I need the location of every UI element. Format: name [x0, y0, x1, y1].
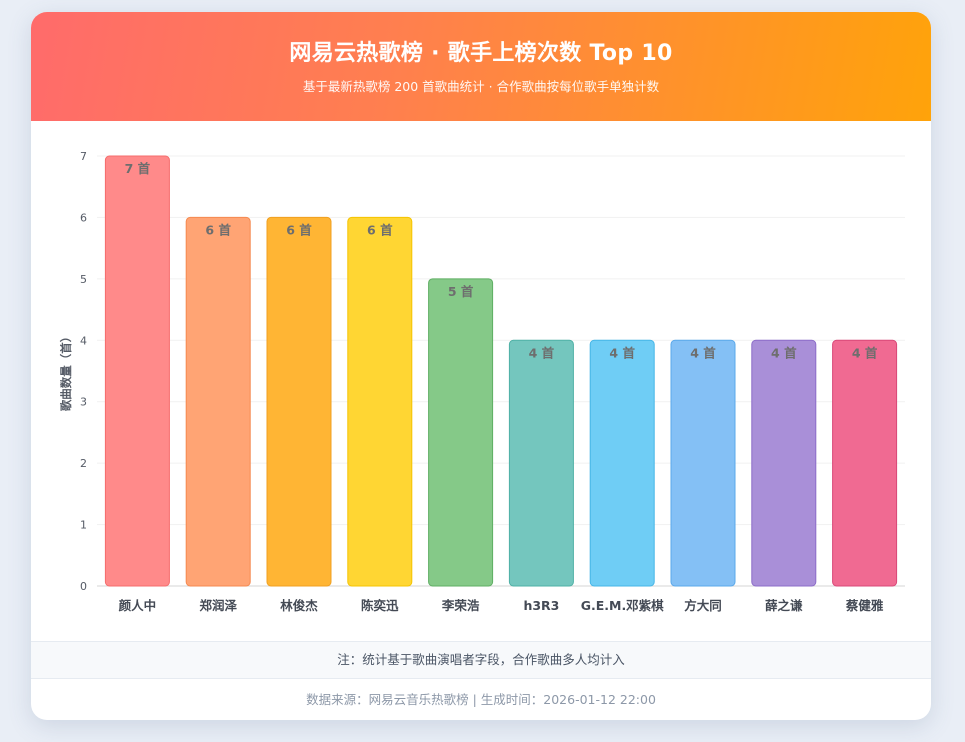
x-tick-label: 薛之谦 [765, 598, 803, 613]
bar-郑润泽 [185, 216, 251, 587]
bar-h3R3 [508, 339, 574, 587]
bar-value-label: 4 首 [529, 345, 555, 360]
x-tick-label: 林俊杰 [280, 598, 318, 613]
bar-value-label: 4 首 [609, 345, 635, 360]
bar-林俊杰 [266, 216, 332, 587]
chart-subtitle: 基于最新热歌榜 200 首歌曲统计 · 合作歌曲按每位歌手单独计数 [302, 79, 660, 94]
y-tick-label-4: 4 [80, 334, 87, 347]
chart-card: 网易云热歌榜 · 歌手上榜次数 Top 10 基于最新热歌榜 200 首歌曲统计… [31, 12, 931, 720]
x-tick-label: h3R3 [523, 598, 559, 613]
y-tick-label-3: 3 [80, 396, 87, 409]
x-tick-label: 方大同 [684, 598, 722, 613]
x-tick-label: 颜人中 [119, 598, 157, 613]
bar-薛之谦 [751, 339, 817, 587]
y-tick-label-5: 5 [80, 273, 87, 286]
bar-value-label: 4 首 [852, 345, 878, 360]
bar-李荣浩 [428, 278, 494, 587]
x-tick-label: G.E.M.邓紫棋 [581, 598, 664, 613]
bar-value-label: 5 首 [448, 284, 474, 299]
chart-header: 网易云热歌榜 · 歌手上榜次数 Top 10 基于最新热歌榜 200 首歌曲统计… [31, 12, 931, 121]
y-tick-label-6: 6 [80, 211, 87, 224]
bar-value-label: 6 首 [367, 222, 393, 237]
bar-value-label: 4 首 [690, 345, 716, 360]
bar-陈奕迅 [347, 216, 413, 587]
y-tick-label-7: 7 [80, 150, 87, 163]
x-tick-label: 蔡健雅 [845, 598, 884, 613]
chart-title: 网易云热歌榜 · 歌手上榜次数 Top 10 [289, 41, 673, 66]
y-tick-label-2: 2 [80, 457, 87, 470]
x-tick-label: 陈奕迅 [361, 598, 399, 613]
bar-方大同 [670, 339, 736, 587]
chart-footer: 数据来源：网易云音乐热歌榜 | 生成时间：2026-01-12 22:00 [306, 692, 656, 707]
bar-value-label: 6 首 [286, 222, 312, 237]
bar-G.E.M.邓紫棋 [589, 339, 655, 587]
chart-note: 注：统计基于歌曲演唱者字段，合作歌曲多人均计入 [31, 641, 931, 679]
bar-chart-area: 0 1 2 3 4 5 6 7 歌曲数量（首） 7 首颜人中 6 首郑润泽 6 首林俊杰 6 首陈奕迅 5… [31, 121, 931, 641]
bar-颜人中 [104, 155, 170, 587]
bar-蔡健雅 [832, 339, 898, 587]
y-axis-label: 歌曲数量（首） [59, 331, 73, 412]
y-tick-label-1: 1 [80, 519, 87, 532]
y-tick-label-0: 0 [80, 580, 87, 593]
bar-value-label: 4 首 [771, 345, 797, 360]
bar-value-label: 7 首 [125, 161, 151, 176]
x-tick-label: 郑润泽 [199, 598, 237, 613]
x-tick-label: 李荣浩 [441, 598, 480, 613]
bar-value-label: 6 首 [205, 222, 231, 237]
